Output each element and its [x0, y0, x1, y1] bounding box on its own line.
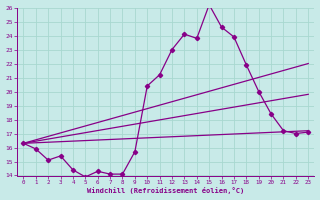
X-axis label: Windchill (Refroidissement éolien,°C): Windchill (Refroidissement éolien,°C) — [87, 187, 244, 194]
